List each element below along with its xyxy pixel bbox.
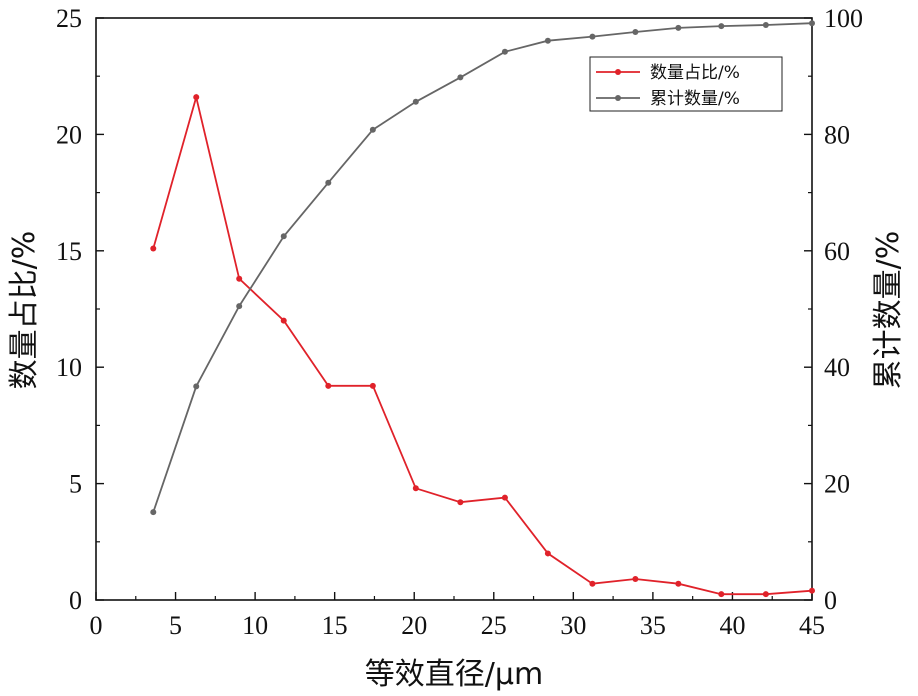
data-point [236, 303, 243, 310]
x-tick-label: 0 [90, 611, 103, 640]
data-point [501, 494, 508, 501]
x-tick-label: 10 [242, 611, 268, 640]
data-point [457, 74, 464, 81]
x-tick-label: 40 [719, 611, 745, 640]
data-point [718, 591, 725, 598]
y-right-tick-label: 40 [824, 353, 850, 382]
y-left-tick-label: 10 [56, 353, 82, 382]
data-point [589, 580, 596, 587]
data-point [675, 580, 682, 587]
legend-box [589, 56, 783, 112]
data-point [632, 28, 639, 35]
data-point [325, 382, 332, 389]
data-point [412, 485, 419, 492]
y-left-tick-label: 20 [56, 120, 82, 149]
y-left-tick-label: 15 [56, 237, 82, 266]
y-left-tick-label: 5 [69, 470, 82, 499]
data-point [501, 48, 508, 55]
data-point [325, 179, 332, 186]
data-point [675, 24, 682, 31]
series-line [152, 22, 813, 513]
data-point [150, 509, 157, 516]
x-tick-label: 5 [169, 611, 182, 640]
data-point [412, 98, 419, 105]
data-point [369, 382, 376, 389]
x-tick-label: 25 [481, 611, 507, 640]
data-point [193, 383, 200, 390]
data-point [589, 33, 596, 40]
series-layer [150, 20, 815, 598]
data-point [369, 126, 376, 133]
data-point [193, 94, 200, 101]
legend-label: 累计数量/% [650, 89, 740, 109]
y-right-tick-label: 0 [824, 586, 837, 615]
data-point [280, 233, 287, 240]
legend-swatch-marker [615, 95, 621, 101]
y-right-tick-label: 20 [824, 470, 850, 499]
y-left-tick-label: 0 [69, 586, 82, 615]
x-tick-label: 45 [799, 611, 825, 640]
legend-swatch-marker [615, 69, 621, 75]
data-point [809, 587, 815, 594]
data-point [280, 317, 287, 324]
x-tick-label: 15 [322, 611, 348, 640]
y-right-tick-label: 80 [824, 120, 850, 149]
data-point [236, 275, 243, 282]
x-tick-label: 30 [560, 611, 586, 640]
data-point [457, 499, 464, 506]
series-line [152, 93, 813, 596]
y-right-tick-label: 100 [824, 4, 863, 33]
x-tick-label: 35 [640, 611, 666, 640]
y-axis-left-label: 数量占比/% [7, 231, 42, 390]
legend: 数量占比/% 累计数量/% [589, 56, 783, 112]
data-point [632, 576, 639, 583]
data-point [544, 37, 551, 44]
data-point [150, 245, 157, 252]
x-tick-label: 20 [401, 611, 427, 640]
series-2 [150, 20, 815, 516]
y-left-tick-label: 25 [56, 4, 82, 33]
y-right-tick-label: 60 [824, 237, 850, 266]
y-axis-right-label: 累计数量/% [871, 231, 906, 390]
x-axis-label: 等效直径/μm [365, 657, 543, 692]
series-1 [150, 93, 815, 598]
data-point [544, 550, 551, 557]
data-point [718, 23, 725, 30]
data-point [809, 20, 815, 27]
legend-label: 数量占比/% [650, 63, 740, 83]
data-point [762, 21, 769, 28]
data-point [762, 591, 769, 598]
